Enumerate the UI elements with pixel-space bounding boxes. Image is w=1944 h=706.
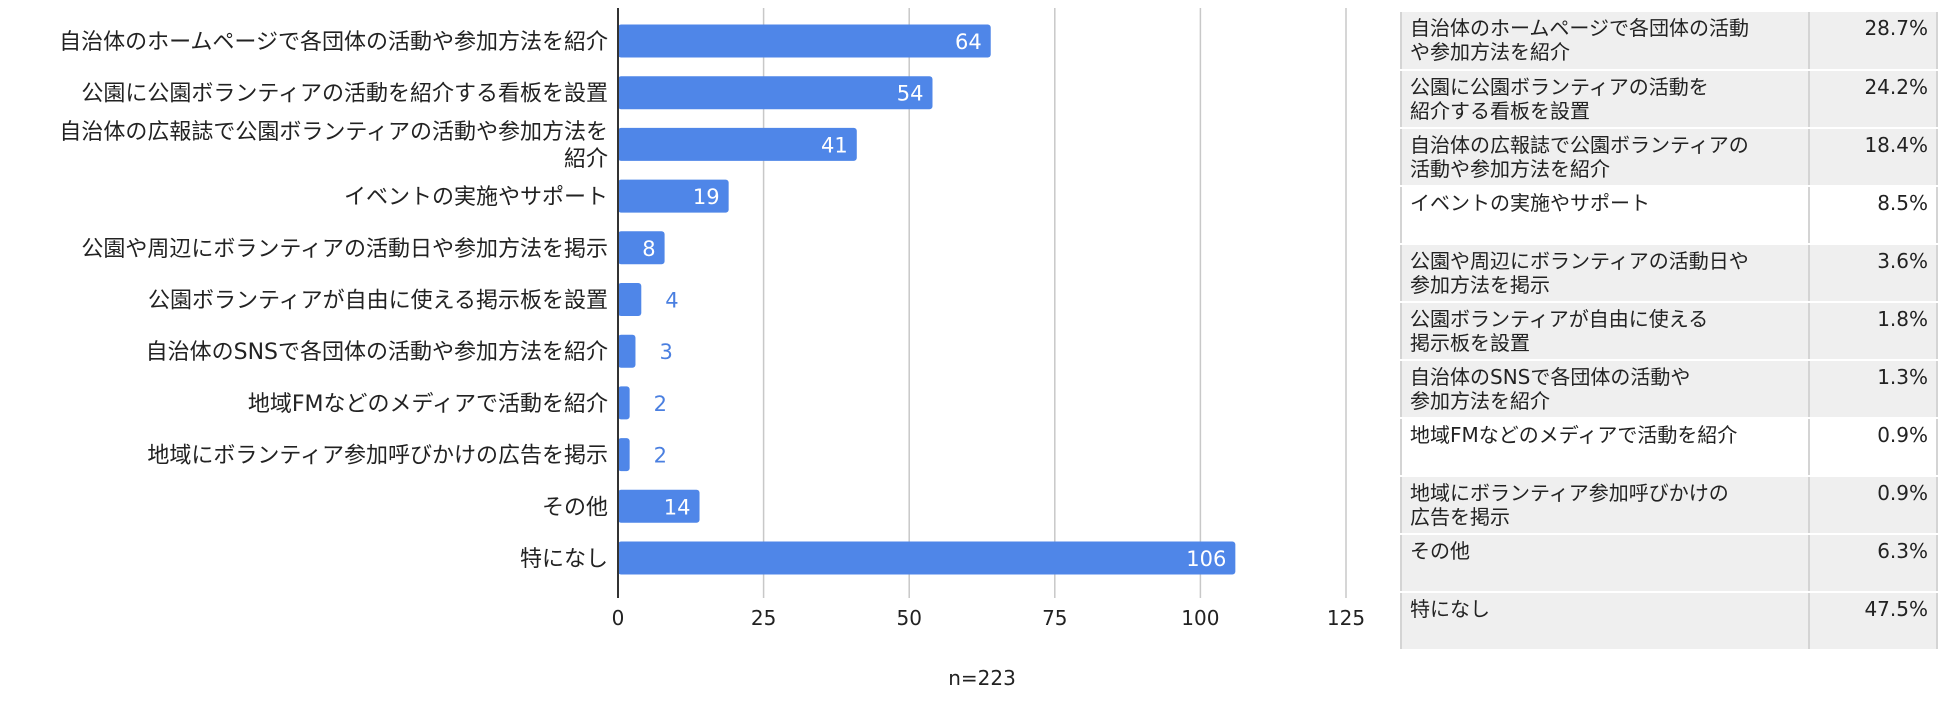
bar-value-label: 2 bbox=[654, 392, 667, 416]
category-label: イベントの実施やサポート bbox=[344, 185, 608, 210]
bar-value-label: 2 bbox=[654, 444, 667, 468]
x-axis-label: n=223 bbox=[948, 666, 1016, 690]
row-label: 地域にボランティア参加呼びかけの 広告を掲示 bbox=[1399, 476, 1811, 535]
x-tick-label: 0 bbox=[612, 606, 625, 630]
bar-value-label: 54 bbox=[897, 82, 924, 106]
x-tick-label: 125 bbox=[1327, 606, 1365, 630]
row-label: 特になし bbox=[1399, 592, 1811, 651]
table-row: イベントの実施やサポート 8.5% bbox=[1399, 186, 1938, 245]
bar bbox=[618, 76, 933, 110]
bar bbox=[618, 283, 642, 316]
table-row: 公園ボランティアが自由に使える 掲示板を設置 1.8% bbox=[1399, 302, 1938, 361]
row-label: 自治体のホームページで各団体の活動 や参加方法を紹介 bbox=[1399, 12, 1811, 71]
bar-value-label: 4 bbox=[665, 289, 678, 313]
bar bbox=[618, 386, 630, 420]
row-percentage: 1.3% bbox=[1808, 360, 1938, 419]
bar bbox=[618, 334, 636, 368]
category-label: 公園ボランティアが自由に使える掲示板を設置 bbox=[148, 289, 608, 314]
bar-value-label: 8 bbox=[642, 237, 655, 261]
row-label: その他 bbox=[1399, 534, 1811, 593]
bar bbox=[618, 438, 630, 472]
category-label: 自治体の広報誌で公園ボランティアの活動や参加方法を紹介 bbox=[59, 120, 608, 172]
percentage-table-body: 自治体のホームページで各団体の活動 や参加方法を紹介 28.7% 公園に公園ボランティ… bbox=[1399, 12, 1938, 651]
row-percentage: 0.9% bbox=[1808, 476, 1938, 535]
row-label: 公園に公園ボランティアの活動を 紹介する看板を設置 bbox=[1399, 70, 1811, 129]
row-percentage: 18.4% bbox=[1808, 128, 1938, 187]
x-tick-label: 75 bbox=[1042, 606, 1067, 630]
row-label: 自治体のSNSで各団体の活動や 参加方法を紹介 bbox=[1399, 360, 1811, 419]
bar bbox=[618, 489, 700, 523]
table-row: その他 6.3% bbox=[1399, 534, 1938, 593]
x-tick-label: 50 bbox=[896, 606, 921, 630]
bar bbox=[618, 541, 1236, 575]
table-row: 地域にボランティア参加呼びかけの 広告を掲示 0.9% bbox=[1399, 476, 1938, 535]
row-percentage: 24.2% bbox=[1808, 70, 1938, 129]
category-label: 公園や周辺にボランティアの活動日や参加方法を掲示 bbox=[81, 237, 608, 262]
category-label: 自治体のSNSで各団体の活動や参加方法を紹介 bbox=[146, 340, 608, 365]
table-row: 自治体の広報誌で公園ボランティアの 活動や参加方法を紹介 18.4% bbox=[1399, 128, 1938, 187]
x-tick-labels: 0 25 50 75 100 125 bbox=[612, 606, 1365, 630]
row-percentage: 0.9% bbox=[1808, 418, 1938, 477]
category-label: 地域にボランティア参加呼びかけの広告を掲示 bbox=[147, 444, 608, 469]
row-percentage: 28.7% bbox=[1808, 12, 1938, 71]
value-labels: 64 54 41 19 8 4 3 2 2 14 106 bbox=[642, 30, 1226, 571]
table-row: 自治体のホームページで各団体の活動 や参加方法を紹介 28.7% bbox=[1399, 12, 1938, 71]
bar bbox=[618, 231, 665, 265]
bar-value-label: 41 bbox=[821, 133, 848, 157]
row-label: 公園や周辺にボランティアの活動日や 参加方法を掲示 bbox=[1399, 244, 1811, 303]
bar-value-label: 106 bbox=[1186, 547, 1226, 571]
row-label: 公園ボランティアが自由に使える 掲示板を設置 bbox=[1399, 302, 1811, 361]
bars bbox=[618, 24, 1236, 575]
row-label: 自治体の広報誌で公園ボランティアの 活動や参加方法を紹介 bbox=[1399, 128, 1811, 187]
category-label: その他 bbox=[542, 495, 608, 520]
bar-chart: 自治体のホームページで各団体の活動や参加方法を紹介公園に公園ボランティアの活動を… bbox=[59, 8, 1365, 690]
bar-value-label: 19 bbox=[693, 185, 720, 209]
table-row: 特になし 47.5% bbox=[1399, 592, 1938, 651]
category-label: 地域FMなどのメディアで活動を紹介 bbox=[248, 392, 608, 417]
category-label: 公園に公園ボランティアの活動を紹介する看板を設置 bbox=[81, 82, 608, 107]
row-percentage: 6.3% bbox=[1808, 534, 1938, 593]
bar-value-label: 3 bbox=[659, 340, 672, 364]
bar bbox=[618, 127, 857, 161]
category-label: 自治体のホームページで各団体の活動や参加方法を紹介 bbox=[59, 30, 608, 55]
bar-value-label: 64 bbox=[955, 30, 982, 54]
bar bbox=[618, 24, 991, 58]
category-label: 特になし bbox=[520, 547, 608, 572]
table-row: 公園に公園ボランティアの活動を 紹介する看板を設置 24.2% bbox=[1399, 70, 1938, 129]
row-percentage: 8.5% bbox=[1808, 186, 1938, 245]
row-label: 地域FMなどのメディアで活動を紹介 bbox=[1399, 418, 1811, 477]
row-percentage: 3.6% bbox=[1808, 244, 1938, 303]
category-labels: 自治体のホームページで各団体の活動や参加方法を紹介公園に公園ボランティアの活動を… bbox=[59, 30, 608, 572]
x-tick-label: 100 bbox=[1181, 606, 1219, 630]
table-row: 地域FMなどのメディアで活動を紹介 0.9% bbox=[1399, 418, 1938, 477]
x-tick-label: 25 bbox=[751, 606, 776, 630]
row-label: イベントの実施やサポート bbox=[1399, 186, 1811, 245]
percentage-table: 自治体のホームページで各団体の活動 や参加方法を紹介 28.7% 公園に公園ボランティ… bbox=[1399, 12, 1938, 651]
table-row: 自治体のSNSで各団体の活動や 参加方法を紹介 1.3% bbox=[1399, 360, 1938, 419]
row-percentage: 47.5% bbox=[1808, 592, 1938, 651]
bar bbox=[618, 179, 729, 213]
bar-value-label: 14 bbox=[664, 495, 691, 519]
table-row: 公園や周辺にボランティアの活動日や 参加方法を掲示 3.6% bbox=[1399, 244, 1938, 303]
row-percentage: 1.8% bbox=[1808, 302, 1938, 361]
